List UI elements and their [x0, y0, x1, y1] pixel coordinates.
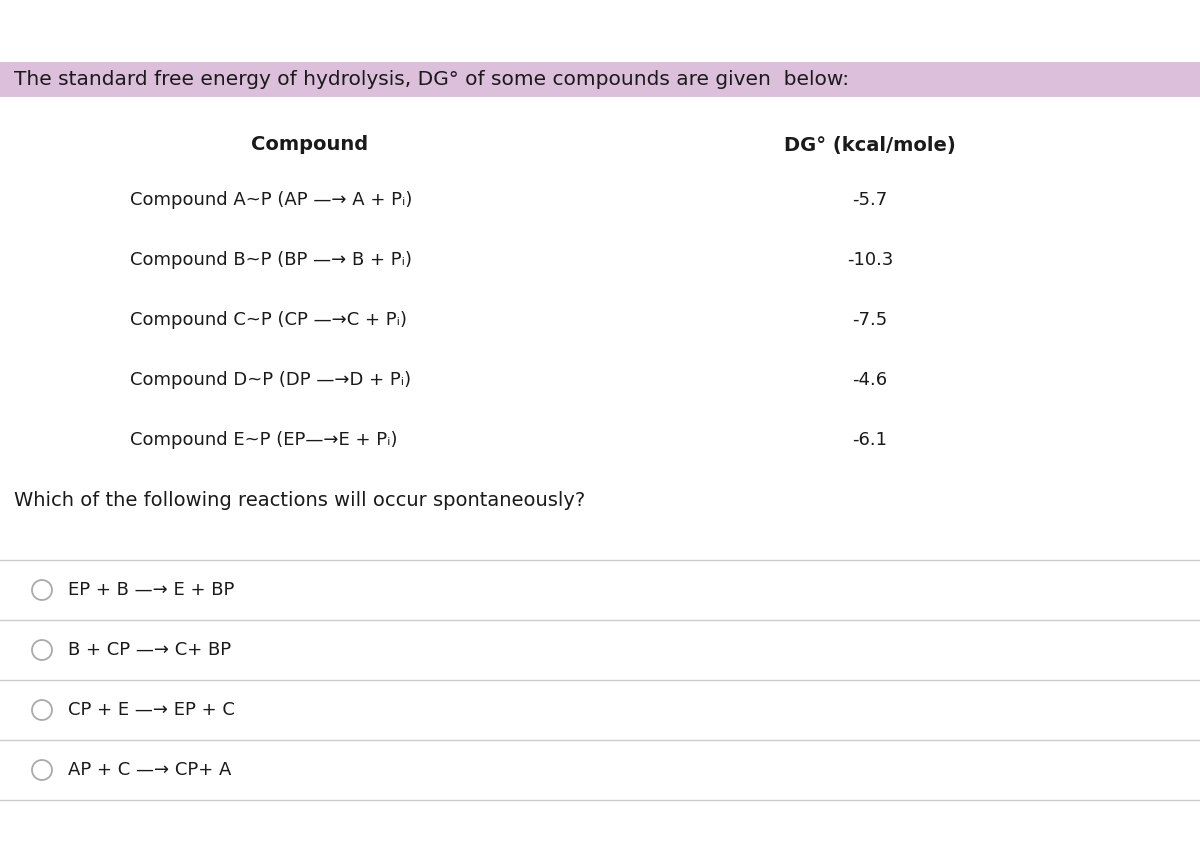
Text: Which of the following reactions will occur spontaneously?: Which of the following reactions will oc…	[14, 490, 586, 509]
Text: -6.1: -6.1	[852, 431, 888, 449]
Text: DG° (kcal/mole): DG° (kcal/mole)	[784, 136, 956, 155]
Text: Compound A~P (AP —→ A + Pᵢ): Compound A~P (AP —→ A + Pᵢ)	[130, 191, 413, 209]
Text: -4.6: -4.6	[852, 371, 888, 389]
Text: -7.5: -7.5	[852, 311, 888, 329]
Text: CP + E —→ EP + C: CP + E —→ EP + C	[68, 701, 235, 719]
Text: Compound C~P (CP —→C + Pᵢ): Compound C~P (CP —→C + Pᵢ)	[130, 311, 407, 329]
Bar	[0, 62, 1200, 97]
Text: The standard free energy of hydrolysis, DG° of some compounds are given  below:: The standard free energy of hydrolysis, …	[14, 70, 850, 89]
Text: EP + B —→ E + BP: EP + B —→ E + BP	[68, 581, 234, 599]
Text: B + CP —→ C+ BP: B + CP —→ C+ BP	[68, 641, 232, 659]
Text: AP + C —→ CP+ A: AP + C —→ CP+ A	[68, 761, 232, 779]
Text: Compound: Compound	[252, 136, 368, 155]
Text: -5.7: -5.7	[852, 191, 888, 209]
Text: Compound B~P (BP —→ B + Pᵢ): Compound B~P (BP —→ B + Pᵢ)	[130, 251, 412, 269]
Text: Compound D~P (DP —→D + Pᵢ): Compound D~P (DP —→D + Pᵢ)	[130, 371, 412, 389]
Text: -10.3: -10.3	[847, 251, 893, 269]
Text: Compound E~P (EP—→E + Pᵢ): Compound E~P (EP—→E + Pᵢ)	[130, 431, 397, 449]
